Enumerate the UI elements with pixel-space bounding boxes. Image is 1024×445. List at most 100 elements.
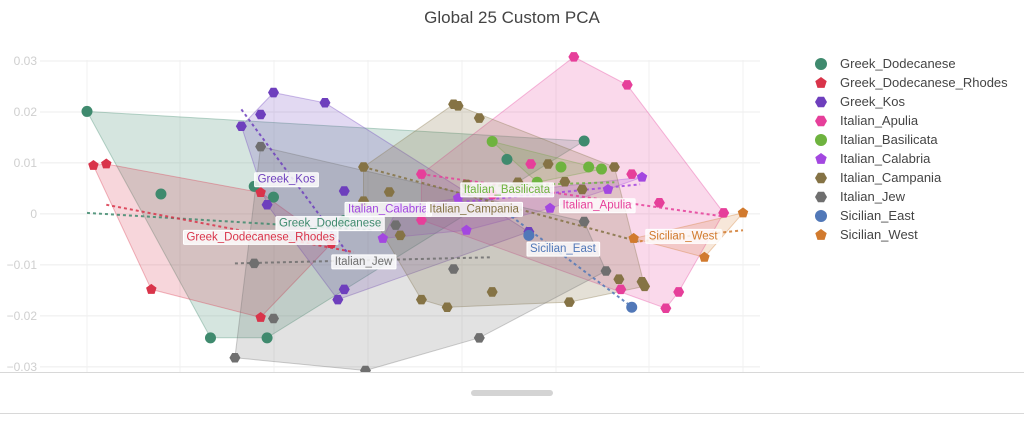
italian-campania-point[interactable] [452,101,464,111]
italian-calabria-point[interactable] [461,224,472,235]
greek-kos-point[interactable] [235,121,247,131]
greek-kos-point[interactable] [268,87,280,98]
greek-dodecanese-point[interactable] [578,135,590,147]
greek-kos-point[interactable] [332,294,344,305]
italian-campania-point[interactable] [441,302,453,312]
italian-campania-point[interactable] [358,162,370,172]
italian-calabria-point[interactable] [544,202,556,213]
legend-item-italian-campania[interactable]: Italian_Campania [812,168,1008,187]
italian-jew-point[interactable] [390,220,402,230]
greek-dodecanese-rhodes-point[interactable] [255,311,266,322]
italian-apulia-point[interactable] [415,215,427,225]
italian-jew-point[interactable] [448,264,460,274]
legend-marker[interactable] [815,152,827,164]
italian-basilicata-point[interactable] [486,136,498,148]
legend-marker[interactable] [815,57,827,70]
greek-dodecanese-rhodes-point[interactable] [88,159,99,170]
greek-dodecanese-rhodes-point[interactable] [255,187,266,197]
annotation-label: Greek_Dodecanese [279,218,381,230]
legend-label: Italian_Calabria [840,151,931,166]
italian-campania-point[interactable] [559,177,571,187]
italian-apulia-point[interactable] [626,169,638,179]
italian-apulia-point[interactable] [673,287,685,297]
sicilian-west-point[interactable] [737,207,749,218]
italian-jew-point[interactable] [229,352,241,363]
legend-item-sicilian-east[interactable]: Sicilian_East [812,206,1008,225]
italian-campania-point[interactable] [576,184,588,195]
sicilian-west-point[interactable] [699,251,710,262]
greek-dodecanese-point[interactable] [81,105,93,117]
italian-basilicata-point[interactable] [596,163,608,175]
legend-item-italian-calabria[interactable]: Italian_Calabria [812,149,1008,168]
italian-jew-point[interactable] [248,258,260,269]
legend-marker[interactable] [815,172,827,183]
legend[interactable]: Greek_Dodecanese Greek_Dodecanese_Rhodes G… [812,54,1008,244]
legend-marker[interactable] [815,191,827,202]
legend-item-greek-dodecanese-rhodes[interactable]: Greek_Dodecanese_Rhodes [812,73,1008,92]
italian-campania-point[interactable] [415,294,427,305]
greek-dodecanese-rhodes-point[interactable] [146,283,157,294]
italian-campania-point[interactable] [613,274,625,284]
italian-jew-point[interactable] [255,141,267,152]
legend-item-sicilian-west[interactable]: Sicilian_West [812,225,1008,244]
legend-marker[interactable] [815,76,827,88]
italian-apulia-point[interactable] [660,303,672,314]
italian-apulia-point[interactable] [568,52,580,62]
legend-marker[interactable] [815,209,827,222]
italian-jew-point[interactable] [359,365,371,372]
italian-jew-point[interactable] [600,266,612,276]
pca-scatter-plot[interactable]: 0.03 0.02 0.01 0 −0.01 −0.02 −0.03 Greek_Dodec… [0,0,780,372]
legend-item-italian-apulia[interactable]: Italian_Apulia [812,111,1008,130]
legend-item-greek-kos[interactable]: Greek_Kos [812,92,1008,111]
italian-campania-point[interactable] [473,113,485,123]
legend-label: Greek_Dodecanese_Rhodes [840,75,1008,90]
annotation-box [558,198,636,214]
legend-marker[interactable] [815,228,827,240]
italian-calabria-point[interactable] [636,171,648,182]
greek-dodecanese-point[interactable] [261,332,273,344]
greek-dodecanese-point[interactable] [501,153,513,165]
legend-item-italian-jew[interactable]: Italian_Jew [812,187,1008,206]
italian-apulia-point[interactable] [525,159,537,169]
sicilian-east-point[interactable] [523,229,535,241]
legend-item-greek-dodecanese[interactable]: Greek_Dodecanese [812,54,1008,73]
greek-kos-point[interactable] [338,186,350,196]
greek-kos-point[interactable] [338,284,350,295]
italian-calabria-point[interactable] [377,232,389,243]
italian-jew-point[interactable] [268,313,280,324]
italian-jew-point[interactable] [473,333,485,343]
italian-campania-point[interactable] [542,159,554,169]
italian-jew-point[interactable] [578,216,590,227]
circle-marker-icon [815,57,827,70]
italian-campania-point[interactable] [486,287,498,297]
greek-dodecanese-rhodes-point[interactable] [101,158,112,169]
sicilian-west-annotation: Sicilian_West [645,228,722,244]
scroll-handle[interactable] [471,390,553,396]
italian-campania-point[interactable] [608,162,620,172]
greek-dodecanese-point[interactable] [204,332,216,344]
italian-campania-point[interactable] [563,297,575,307]
italian-apulia-point[interactable] [621,80,633,90]
greek-kos-point[interactable] [261,199,273,210]
italian-apulia-point[interactable] [653,197,665,208]
italian-calabria-point[interactable] [602,183,614,194]
greek-dodecanese-point[interactable] [268,191,280,203]
italian-apulia-point[interactable] [615,284,627,295]
italian-basilicata-point[interactable] [583,161,595,173]
italian-campania-point[interactable] [394,230,406,241]
legend-marker[interactable] [815,133,827,146]
sicilian-east-point[interactable] [626,301,638,313]
italian-apulia-point[interactable] [718,208,730,218]
italian-apulia-point[interactable] [415,169,427,179]
greek-kos-point[interactable] [255,109,267,120]
italian-basilicata-point[interactable] [555,161,567,173]
legend-marker[interactable] [815,96,827,107]
sicilian-east-annotation: Sicilian_East [526,241,601,257]
greek-kos-point[interactable] [319,98,331,108]
greek-dodecanese-point[interactable] [155,188,167,200]
legend-item-italian-basilicata[interactable]: Italian_Basilicata [812,130,1008,149]
legend-marker[interactable] [815,115,827,126]
italian-campania-point[interactable] [639,281,651,292]
sicilian-west-point[interactable] [628,232,639,243]
italian-campania-point[interactable] [383,187,395,197]
